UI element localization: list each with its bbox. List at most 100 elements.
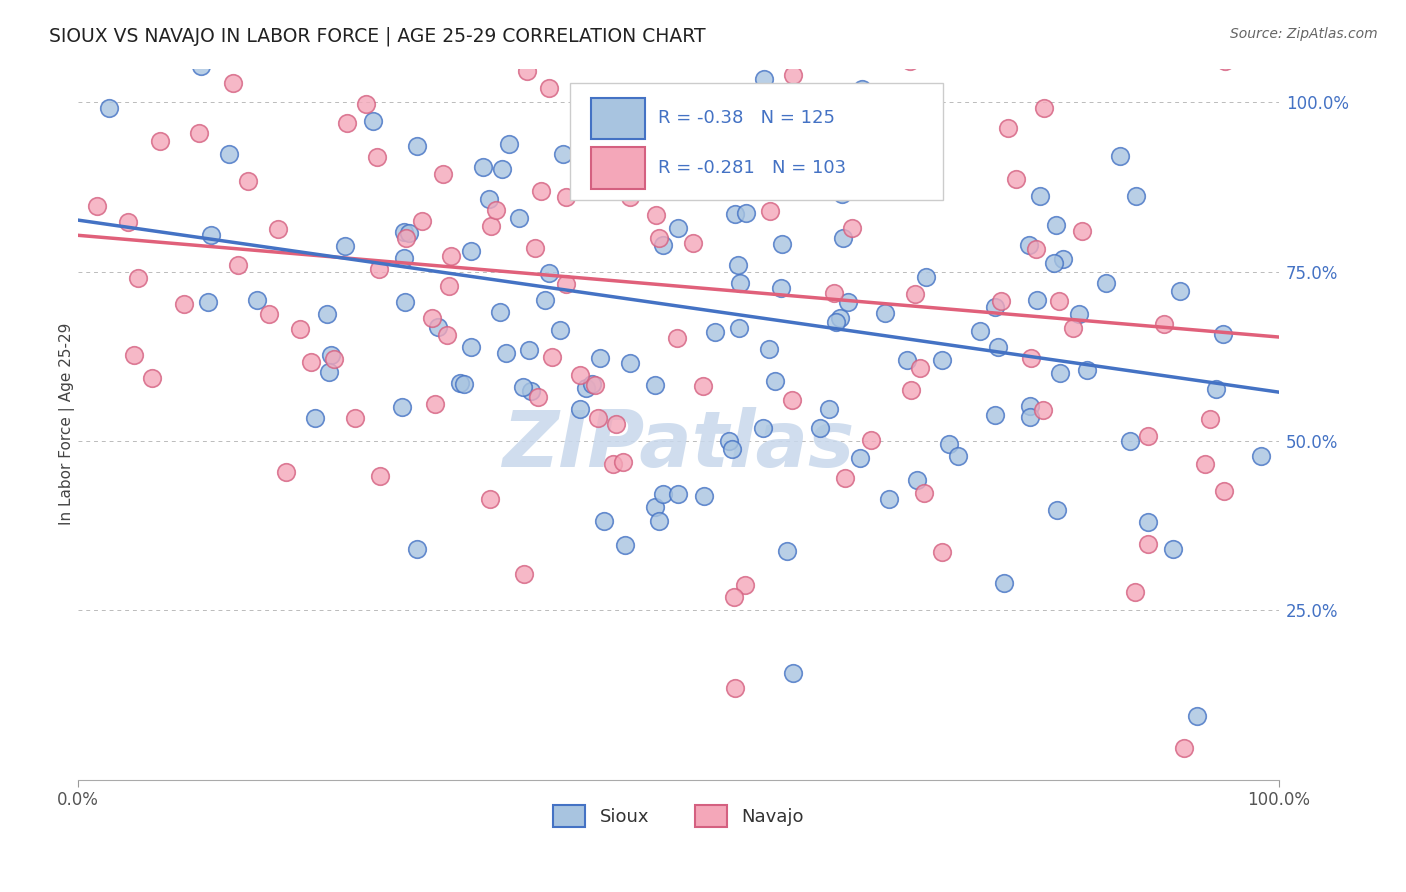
Point [537,266,560,280]
Point [394,251,416,265]
Point [485,203,508,218]
Point [823,285,845,300]
Point [1047,294,1070,309]
Point [990,294,1012,309]
Point [837,295,859,310]
Point [1119,434,1142,448]
Point [717,434,740,448]
Point [122,348,145,362]
Point [478,192,501,206]
Point [321,348,343,362]
Point [1032,402,1054,417]
Point [1046,503,1069,517]
Point [322,351,344,366]
Point [912,486,935,500]
Point [759,204,782,219]
Point [1123,585,1146,599]
Point [1062,321,1084,335]
Point [1173,741,1195,756]
Point [848,451,870,466]
Point [927,12,949,27]
Point [900,383,922,397]
Point [491,162,513,177]
Point [1153,317,1175,331]
Point [898,54,921,68]
Point [575,381,598,395]
Point [728,276,751,290]
Point [786,13,808,28]
Point [508,211,530,225]
Point [1137,537,1160,551]
Point [782,665,804,680]
Point [666,104,689,119]
Point [1032,102,1054,116]
Point [221,76,243,90]
Point [620,130,643,145]
Point [841,220,863,235]
Point [602,457,624,471]
Point [657,157,679,171]
Point [747,149,769,163]
Point [583,378,606,392]
Point [612,455,634,469]
Point [97,101,120,115]
Point [668,221,690,235]
Point [288,322,311,336]
Point [190,60,212,74]
Point [742,25,765,39]
Point [1049,366,1071,380]
Point [734,578,756,592]
Point [335,238,357,252]
Point [538,80,561,95]
Point [780,393,803,408]
Point [1071,224,1094,238]
Point [904,287,927,301]
Point [665,331,688,345]
Point [825,315,848,329]
Point [398,226,420,240]
Text: ZIPatlas: ZIPatlas [502,408,855,483]
Point [652,237,675,252]
Point [818,402,841,417]
Point [513,567,536,582]
Point [586,411,609,425]
Point [905,473,928,487]
Point [391,400,413,414]
Point [758,342,780,356]
Point [527,390,550,404]
Point [1004,171,1026,186]
Point [361,114,384,128]
Point [520,384,543,398]
Point [236,174,259,188]
Point [859,433,882,447]
Text: R = -0.281   N = 103: R = -0.281 N = 103 [658,159,846,178]
Point [554,190,576,204]
Point [1025,242,1047,256]
Point [335,116,357,130]
Point [257,307,280,321]
Point [411,214,433,228]
Point [453,376,475,391]
Point [723,590,745,604]
Point [553,146,575,161]
Point [276,465,298,479]
Point [1029,189,1052,203]
Point [366,151,388,165]
Point [1212,327,1234,342]
Point [449,376,471,391]
Point [246,293,269,307]
Point [1137,429,1160,443]
Point [769,281,792,295]
Point [437,279,460,293]
Point [1161,542,1184,557]
Point [605,417,627,432]
Point [938,436,960,450]
Point [987,340,1010,354]
Point [173,297,195,311]
Point [440,249,463,263]
Point [1018,237,1040,252]
Point [724,207,747,221]
Point [548,323,571,337]
Point [460,340,482,354]
Point [517,343,540,357]
